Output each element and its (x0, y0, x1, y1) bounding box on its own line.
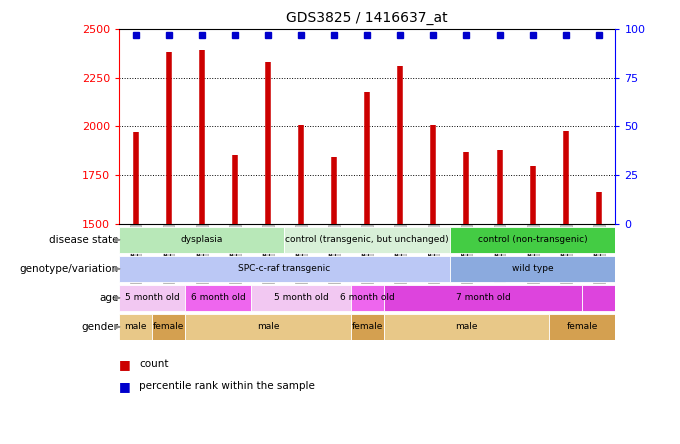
Text: disease state: disease state (49, 235, 118, 245)
Bar (549, 314, 615, 340)
Bar (119, 256, 450, 281)
Text: female: female (153, 322, 184, 331)
Bar (185, 285, 252, 311)
Text: count: count (139, 359, 169, 369)
Bar (450, 256, 615, 281)
Bar (119, 227, 284, 253)
Text: female: female (352, 322, 383, 331)
Text: control (transgenic, but unchanged): control (transgenic, but unchanged) (286, 235, 449, 244)
Text: 5 month old: 5 month old (124, 293, 180, 302)
Text: control (non-transgenic): control (non-transgenic) (478, 235, 588, 244)
Bar (582, 285, 615, 311)
Text: ■: ■ (119, 357, 131, 371)
Title: GDS3825 / 1416637_at: GDS3825 / 1416637_at (286, 11, 448, 25)
Bar (351, 314, 384, 340)
Bar (450, 227, 615, 253)
Bar (152, 314, 185, 340)
Bar (384, 314, 549, 340)
Text: dysplasia: dysplasia (181, 235, 223, 244)
Text: male: male (455, 322, 478, 331)
Text: wild type: wild type (512, 264, 554, 274)
Text: 6 month old: 6 month old (340, 293, 394, 302)
Bar (284, 227, 450, 253)
Bar (185, 314, 351, 340)
Bar (384, 285, 582, 311)
Bar (252, 285, 351, 311)
Bar (351, 285, 384, 311)
Text: male: male (256, 322, 279, 331)
Text: percentile rank within the sample: percentile rank within the sample (139, 381, 316, 391)
Text: genotype/variation: genotype/variation (19, 264, 118, 274)
Text: female: female (566, 322, 598, 331)
Text: 6 month old: 6 month old (191, 293, 245, 302)
Bar (119, 285, 185, 311)
Text: SPC-c-raf transgenic: SPC-c-raf transgenic (239, 264, 330, 274)
Text: 7 month old: 7 month old (456, 293, 511, 302)
Text: age: age (99, 293, 118, 303)
Text: male: male (124, 322, 147, 331)
Text: ■: ■ (119, 380, 131, 393)
Bar (119, 314, 152, 340)
Text: 5 month old: 5 month old (273, 293, 328, 302)
Text: gender: gender (82, 322, 118, 332)
